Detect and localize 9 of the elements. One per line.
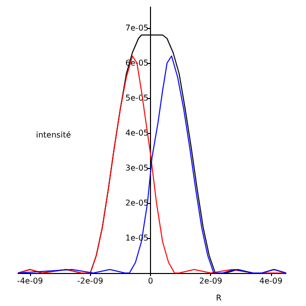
y-axis-title: intensité <box>36 130 71 140</box>
y-tick-label: 3e-05 <box>125 164 148 172</box>
x-tick-label: 0 <box>148 276 154 286</box>
x-tick-label: -4e-09 <box>17 276 44 286</box>
x-tick-label: -2e-09 <box>77 276 104 286</box>
x-tick-label: 2e-09 <box>199 276 222 286</box>
x-tick-label: 4e-09 <box>259 276 282 286</box>
y-tick-label: 7e-05 <box>125 24 148 32</box>
x-axis-title: R <box>216 294 222 302</box>
